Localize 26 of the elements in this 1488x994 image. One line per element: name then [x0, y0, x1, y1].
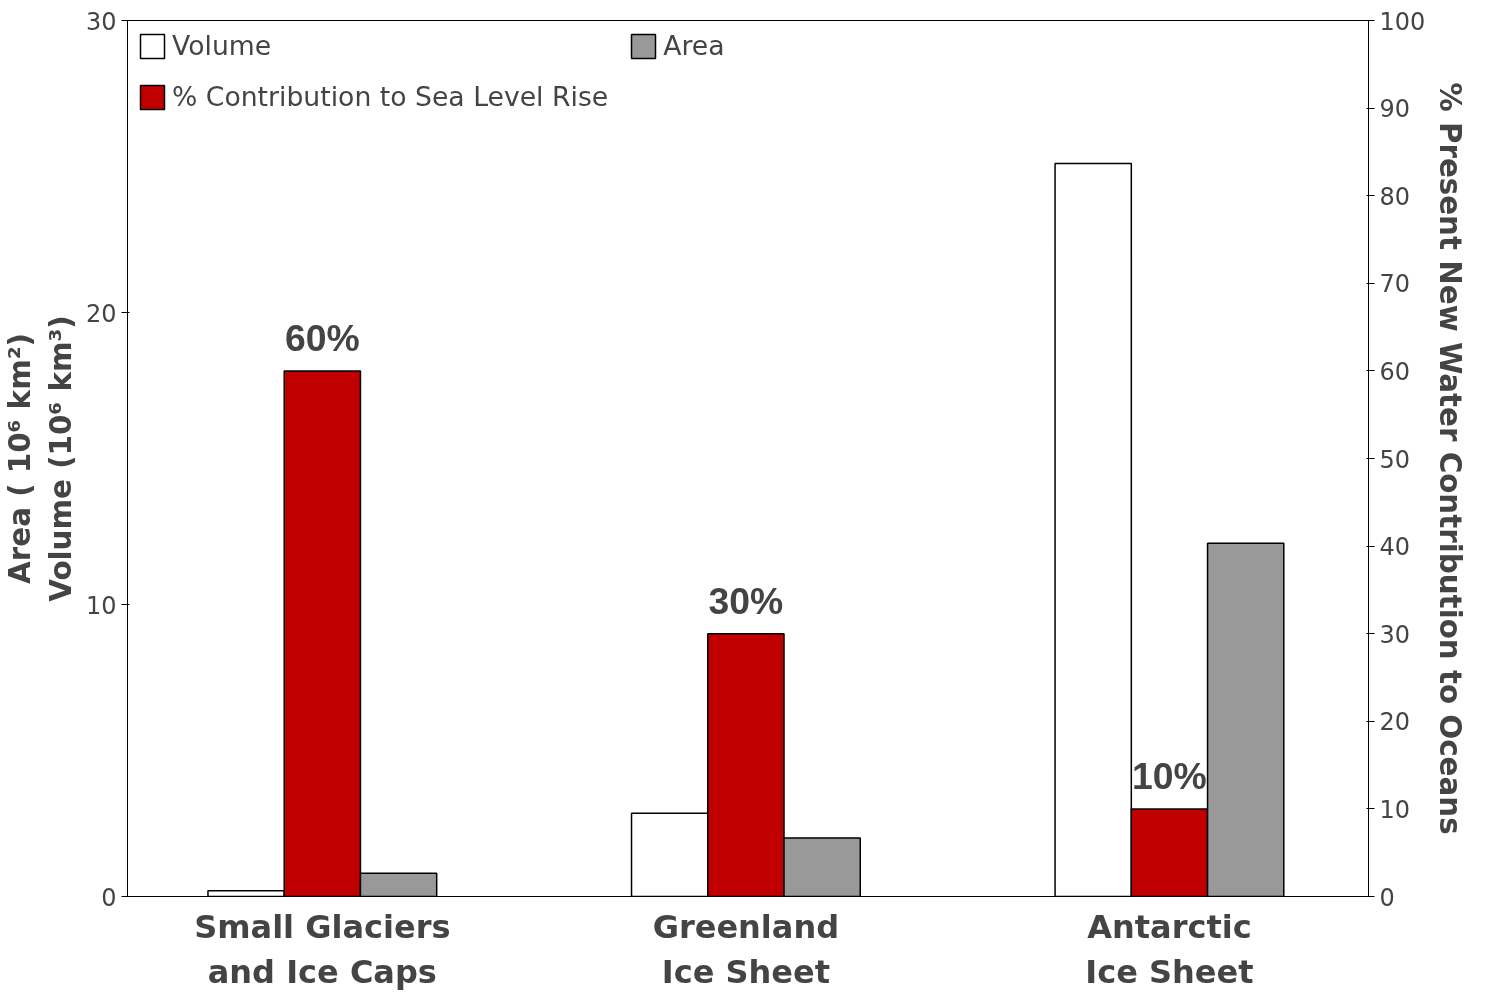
- y2-tick-label: 30: [1379, 620, 1411, 649]
- x-tick-label: Antarctic Ice Sheet: [1085, 907, 1254, 992]
- data-label: 60%: [284, 316, 360, 359]
- y2-tick-label: 10: [1379, 795, 1411, 824]
- y2-tick-label: 50: [1379, 445, 1411, 474]
- data-label: 10%: [1132, 754, 1207, 797]
- x-tick-label: Greenland Ice Sheet: [652, 907, 840, 992]
- y2-tick-label: 90: [1379, 95, 1411, 124]
- y2-tick-label: 60: [1379, 357, 1411, 386]
- y2-tick-label: 40: [1379, 533, 1411, 562]
- y-axis-title: Area ( 10⁶ km²) Volume (10⁶ km³): [3, 315, 78, 602]
- y-tick-label: 0: [101, 883, 117, 912]
- data-label: 30%: [708, 579, 784, 622]
- y-tick-label: 30: [85, 7, 117, 36]
- legend-label: Area: [663, 30, 725, 61]
- y2-axis-title: % Present New Water Contribution to Oceans: [1433, 82, 1468, 835]
- legend-label: % Contribution to Sea Level Rise: [172, 81, 609, 112]
- y2-tick-label: 100: [1379, 7, 1426, 36]
- y2-tick-label: 70: [1379, 270, 1411, 299]
- y-tick-label: 10: [85, 591, 117, 620]
- y2-tick-label: 0: [1379, 883, 1395, 912]
- y2-tick-label: 20: [1379, 708, 1411, 737]
- x-tick-label: Small Glaciers and Ice Caps: [194, 907, 451, 992]
- y-tick-label: 20: [85, 299, 117, 328]
- legend-label: Volume: [172, 30, 272, 61]
- y2-tick-label: 80: [1379, 182, 1411, 211]
